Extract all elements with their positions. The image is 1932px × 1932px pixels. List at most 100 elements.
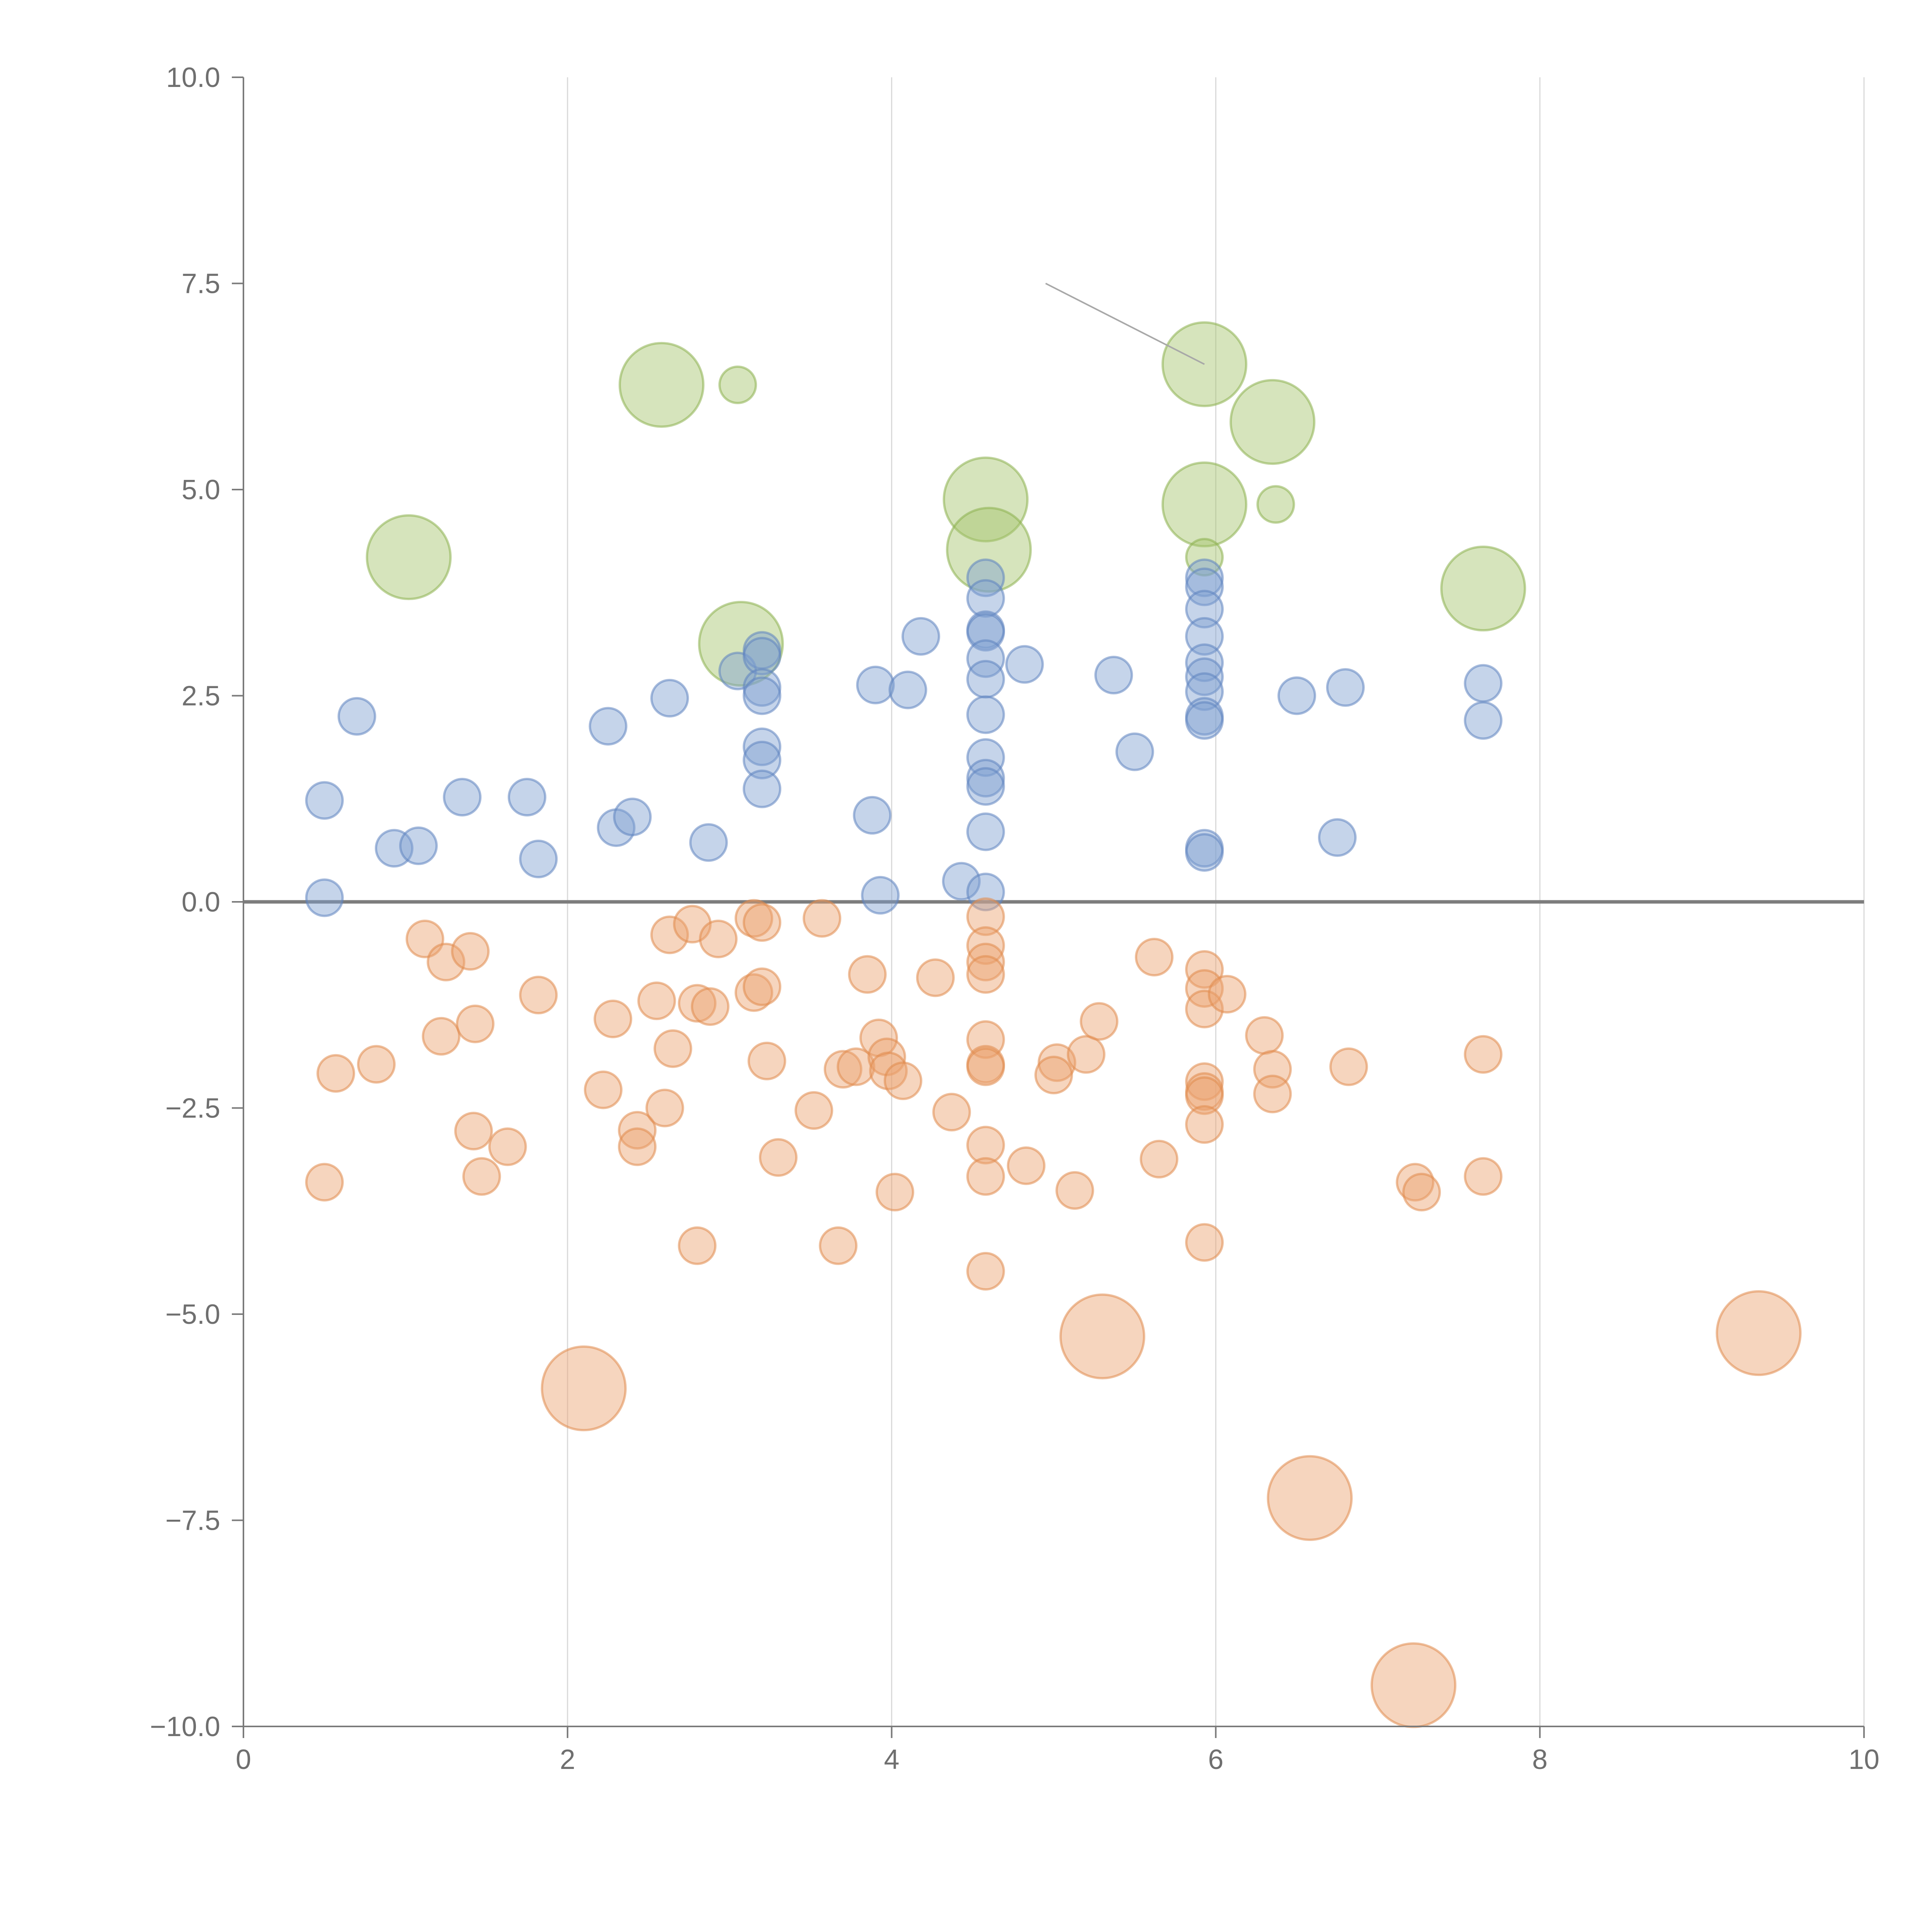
data-point-orange	[456, 1004, 495, 1043]
data-point-orange	[594, 1000, 633, 1039]
series-orange	[305, 897, 1802, 1728]
data-point-blue	[966, 613, 1005, 652]
data-point-orange	[1185, 1105, 1224, 1144]
data-point-blue	[966, 579, 1005, 618]
y-tick-label: −5.0	[165, 1299, 220, 1330]
data-point-blue	[337, 697, 376, 736]
data-point-orange	[1080, 1002, 1119, 1041]
data-point-orange	[794, 1091, 833, 1130]
data-point-blue	[305, 781, 344, 820]
data-point-blue	[743, 668, 782, 707]
data-point-orange	[1370, 1642, 1457, 1728]
data-point-orange	[1267, 1455, 1353, 1541]
data-point-orange	[1245, 1016, 1284, 1055]
data-point-orange	[357, 1045, 396, 1084]
y-ticks: 10.0 7.5 5.0 2.5 0.0 −2.5 −5.0 −7.5 −10.0	[150, 62, 243, 1742]
data-point-blue	[1318, 818, 1357, 857]
data-point-blue	[1005, 645, 1044, 684]
data-point-blue	[1185, 833, 1224, 872]
data-point-orange	[1329, 1047, 1368, 1086]
data-point-blue	[1464, 664, 1503, 703]
data-point-orange	[454, 1112, 493, 1151]
data-point-blue	[588, 707, 628, 746]
data-point-orange	[1716, 1290, 1802, 1376]
series-blue	[305, 558, 1503, 917]
data-point-orange	[637, 981, 676, 1020]
data-point-orange	[1059, 1293, 1145, 1379]
data-point-orange	[743, 903, 782, 942]
data-point-orange	[966, 897, 1005, 936]
data-point-blue	[650, 679, 689, 718]
data-point-blue	[519, 840, 558, 879]
data-point-blue	[1185, 701, 1224, 740]
data-point-orange	[932, 1093, 971, 1132]
data-point-orange	[1402, 1173, 1441, 1212]
data-point-orange	[1185, 1076, 1224, 1115]
data-point-green	[942, 456, 1029, 543]
data-point-orange	[747, 1041, 786, 1080]
data-point-orange	[1066, 1035, 1105, 1074]
data-point-blue	[861, 876, 900, 915]
x-tick-label: 2	[560, 1744, 575, 1775]
data-series	[305, 321, 1802, 1728]
data-point-orange	[759, 1138, 798, 1177]
data-point-orange	[883, 1061, 922, 1100]
data-point-blue	[1094, 656, 1133, 695]
data-point-blue	[613, 798, 652, 837]
data-point-blue	[966, 639, 1005, 678]
data-point-orange	[305, 1163, 344, 1202]
data-point-orange	[1208, 975, 1247, 1014]
data-point-orange	[837, 1047, 876, 1086]
data-point-orange	[1139, 1139, 1179, 1179]
data-point-blue	[966, 558, 1005, 597]
data-point-orange	[803, 899, 842, 938]
data-point-orange	[699, 920, 738, 959]
data-point-orange	[966, 926, 1005, 965]
data-point-blue	[901, 617, 940, 656]
data-point-orange	[488, 1127, 527, 1166]
data-point-green	[366, 514, 452, 600]
data-point-blue	[743, 727, 782, 766]
data-point-orange	[653, 1029, 692, 1068]
annotation-leader	[1045, 282, 1205, 365]
data-point-orange	[1055, 1171, 1094, 1210]
data-point-blue	[853, 796, 892, 835]
data-point-orange	[316, 1054, 355, 1093]
data-point-orange	[427, 942, 466, 981]
data-point-blue	[1185, 567, 1224, 606]
data-point-orange	[1464, 1035, 1503, 1074]
data-point-orange	[462, 1157, 501, 1196]
data-point-green	[1440, 545, 1526, 632]
data-point-blue	[966, 695, 1005, 734]
series-green	[366, 321, 1526, 687]
data-point-blue	[888, 670, 927, 709]
data-point-orange	[819, 1226, 858, 1265]
x-tick-label: 8	[1532, 1744, 1548, 1775]
data-point-orange	[1037, 1043, 1077, 1082]
data-point-orange	[966, 942, 1005, 981]
data-point-orange	[1185, 1062, 1224, 1101]
data-point-blue	[942, 862, 981, 901]
data-point-orange	[1135, 937, 1174, 976]
data-point-blue	[1185, 643, 1224, 682]
y-tick-label: 2.5	[182, 681, 220, 712]
data-point-blue	[966, 767, 1005, 806]
data-point-blue	[856, 665, 895, 704]
data-point-green	[1185, 537, 1224, 577]
data-point-orange	[678, 984, 717, 1023]
data-point-blue	[966, 759, 1005, 798]
data-point-orange	[690, 987, 730, 1026]
data-point-orange	[451, 932, 490, 971]
x-tick-label: 4	[884, 1744, 900, 1775]
data-point-orange	[618, 1111, 657, 1150]
data-point-orange	[966, 1126, 1005, 1165]
data-point-blue	[1185, 617, 1224, 656]
y-tick-label: −2.5	[165, 1093, 220, 1124]
data-point-blue	[743, 637, 782, 676]
data-point-blue	[1464, 701, 1503, 740]
data-point-blue	[1115, 732, 1154, 771]
data-point-orange	[678, 1226, 717, 1265]
y-tick-label: −7.5	[165, 1505, 220, 1536]
x-tick-label: 6	[1208, 1744, 1223, 1775]
